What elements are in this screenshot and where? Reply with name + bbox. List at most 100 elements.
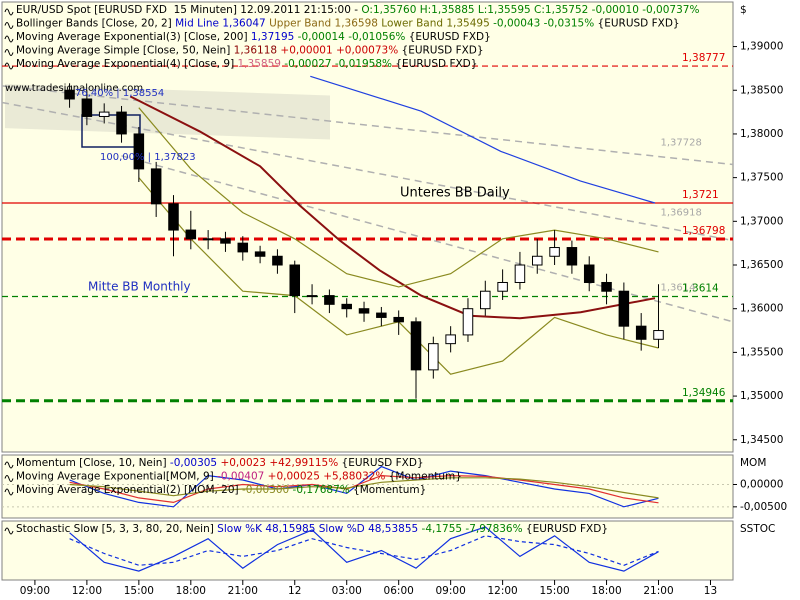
legend-segment: Stochastic Slow [5, 3, 3, 80, 20, Nein] xyxy=(16,523,214,535)
indicator-line xyxy=(129,95,656,320)
y-axis-label: SSTOC xyxy=(740,523,775,535)
candle-body xyxy=(462,308,474,336)
legend-icon xyxy=(4,62,14,70)
candle-body xyxy=(635,325,647,340)
candle-body xyxy=(514,264,526,283)
candle-body xyxy=(116,111,127,135)
legend-segment: -0,00407 xyxy=(214,471,265,483)
candle-body xyxy=(185,229,197,240)
x-tick-label: 18:00 xyxy=(176,585,206,597)
legend-icon xyxy=(4,8,14,16)
series-line xyxy=(69,477,659,499)
y-tick-label: -0,00500 xyxy=(740,501,787,513)
candle-body xyxy=(428,343,439,371)
legend-segment: 1,37195 xyxy=(248,31,295,43)
legend-segment: +0,0023 +42,99115% xyxy=(217,457,338,469)
candle-body xyxy=(393,316,404,323)
momentum-panel xyxy=(1,454,734,519)
trendline xyxy=(1,85,734,166)
series-line xyxy=(69,535,659,566)
candle-body xyxy=(583,264,595,283)
fib-label: 100,00% | 1,37823 xyxy=(100,152,196,163)
y-tick-label: 1,35000 xyxy=(740,390,783,402)
legend-segment: Bollinger Bands [Close, 20, 2] xyxy=(16,18,172,30)
level-label: 1,34946 xyxy=(682,387,726,399)
legend-line: Stochastic Slow [5, 3, 3, 80, 20, Nein] … xyxy=(16,523,608,535)
candle-body xyxy=(254,251,266,257)
candle-body xyxy=(653,330,664,340)
legend-icon xyxy=(4,461,14,469)
series-line xyxy=(69,526,659,572)
series-line xyxy=(69,465,659,508)
legend-line: Bollinger Bands [Close, 20, 2] Mid Line … xyxy=(16,18,680,30)
x-tick-label: 03:00 xyxy=(332,585,362,597)
x-tick-label: 21:00 xyxy=(643,585,673,597)
legend-segment: Upper Band 1,36598 xyxy=(266,18,378,30)
trendline-label: 1,3614 xyxy=(661,283,696,294)
candle-body xyxy=(133,133,145,170)
x-tick-label: 09:00 xyxy=(436,585,466,597)
candle-body xyxy=(549,247,560,257)
legend-segment: 1,36118 xyxy=(230,45,277,57)
trendline-label: 1,36918 xyxy=(661,207,702,218)
legend-segment: Mid Line 1,36047 xyxy=(172,18,266,30)
y-tick-label: 1,38000 xyxy=(740,128,783,140)
legend-line: Moving Average Exponential[MOM, 9] -0,00… xyxy=(16,471,462,483)
candle-body xyxy=(566,247,578,266)
legend-icon xyxy=(4,475,14,482)
candle-body xyxy=(445,334,456,345)
legend-segment: -0,00300 xyxy=(239,484,290,496)
y-tick-label: 1,39000 xyxy=(740,41,783,53)
legend-segment: Moving Average Exponential(3) [Close, 20… xyxy=(16,31,248,43)
y-tick-label: 1,37000 xyxy=(740,215,783,227)
legend-line: Moving Average Exponential(4) [Close, 9]… xyxy=(16,58,477,70)
candle-body xyxy=(324,295,335,305)
legend-line: Moving Average Exponential(3) [Close, 20… xyxy=(16,31,491,43)
x-tick-label: 15:00 xyxy=(539,585,569,597)
y-axis-label: $ xyxy=(740,4,747,16)
candle-body xyxy=(601,281,612,292)
x-tick-label: 09:00 xyxy=(20,585,50,597)
y-tick-label: 1,35500 xyxy=(740,346,783,358)
legend-segment: -0,00014 -0,01056% xyxy=(294,31,405,43)
legend-segment: -0,00305 xyxy=(167,457,218,469)
candle-body xyxy=(358,308,370,314)
legend-segment: Moving Average Exponential(2) [MOM, 20] xyxy=(16,484,239,496)
legend-icon xyxy=(4,35,14,43)
legend-line: EUR/USD Spot [EURUSD FXD 15 Minuten] 12.… xyxy=(16,4,699,16)
legend-segment: Lower Band 1,35495 xyxy=(378,18,490,30)
x-tick-label: 15:00 xyxy=(124,585,154,597)
legend-segment: {EURUSD FXD} xyxy=(523,523,608,535)
series-line xyxy=(69,474,659,504)
indicator-line xyxy=(138,107,659,288)
trendline-label: 1,37728 xyxy=(661,138,702,149)
x-tick-label: 12:00 xyxy=(72,585,102,597)
candle-body xyxy=(98,111,110,117)
candle-body xyxy=(237,242,249,253)
legend-segment: -0,17687% xyxy=(289,484,350,496)
y-tick-label: 1,34500 xyxy=(740,434,783,446)
x-tick-label: 18:00 xyxy=(591,585,621,597)
legend-line: Moving Average Exponential(2) [MOM, 20] … xyxy=(16,484,426,496)
legend-segment: {EURUSD FXD} xyxy=(405,31,490,43)
legend-line: Moving Average Simple [Close, 50, Nein] … xyxy=(16,45,484,57)
fib-label: 76,40% | 1,38554 xyxy=(75,88,164,99)
y-tick-label: 0,00000 xyxy=(740,478,783,490)
candle-body xyxy=(272,255,283,266)
legend-segment: -0,00043 -0,0315% xyxy=(490,18,594,30)
x-tick-label: 06:00 xyxy=(384,585,414,597)
level-label: 1,36798 xyxy=(682,225,725,237)
legend-segment: {EURUSD FXD} xyxy=(338,457,423,469)
candle-body xyxy=(306,295,318,298)
candle-body xyxy=(64,89,75,100)
legend-segment: Slow %D 48,53855 xyxy=(315,523,418,535)
level-label: 1,3721 xyxy=(682,189,719,201)
legend-icon xyxy=(4,22,14,29)
legend-segment: Moving Average Simple [Close, 50, Nein] xyxy=(16,45,230,57)
level-annotation: Mitte BB Monthly xyxy=(88,280,191,294)
candle-body xyxy=(168,203,179,231)
indicator-line xyxy=(310,75,656,204)
legend-segment: -0,00027 -0,01958% xyxy=(281,58,392,70)
price-panel xyxy=(1,1,734,453)
candle-body xyxy=(341,303,352,310)
